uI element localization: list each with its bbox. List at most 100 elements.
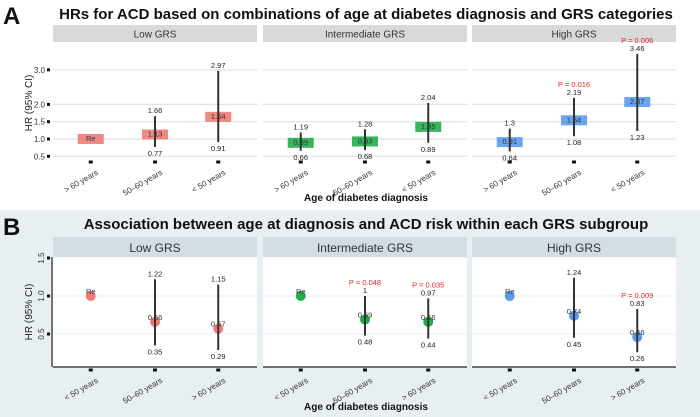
hr-value-label: 1.35 [421, 122, 436, 131]
y-tick-label: 1.0 [37, 290, 46, 302]
hr-value-label: 0.66 [421, 313, 436, 322]
chart-title: HRs for ACD based on combinations of age… [59, 6, 673, 23]
x-tick-mark [298, 160, 303, 164]
hr-value-label: Re [505, 287, 515, 296]
panel-a: A HRs for ACD based on combinations of ag… [3, 3, 676, 204]
x-tick-mark [572, 368, 576, 372]
ci-lower-label: 0.77 [148, 149, 163, 158]
ci-upper-label: 1.15 [211, 275, 226, 284]
facet-strip-label: High GRS [551, 30, 596, 41]
x-axis-label: Age of diabetes diagnosis [304, 402, 428, 413]
x-tick-mark [298, 368, 303, 372]
facet-strip [472, 25, 676, 42]
x-tick-label: < 50 years [609, 168, 646, 195]
ci-upper-label: 2.97 [211, 61, 226, 70]
x-tick-mark [635, 160, 640, 164]
facet-strip-label: Low GRS [129, 241, 180, 255]
y-tick-mark [47, 294, 50, 298]
y-axis-label: HR (95% CI) [24, 75, 35, 132]
hr-value-label: 1.54 [567, 115, 582, 124]
chart-title: Association between age at diagnosis and… [84, 216, 649, 233]
x-tick-mark [363, 368, 367, 372]
facet-strip-label: High GRS [547, 241, 601, 255]
hr-marker [85, 291, 96, 301]
ci-lower-label: 0.45 [567, 340, 582, 349]
ci-lower-label: 1.23 [630, 133, 645, 142]
ci-lower-label: 0.44 [421, 341, 436, 350]
hr-value-label: Re [86, 287, 96, 296]
ci-upper-label: 1.19 [293, 122, 308, 131]
ci-lower-label: 0.89 [421, 145, 436, 154]
facet-strip [263, 237, 467, 257]
ci-upper-label: 1.66 [148, 106, 163, 115]
x-tick-label: 50–60 years [540, 168, 583, 198]
ci-lower-label: 1.08 [567, 138, 582, 147]
y-tick-label: 2.0 [34, 100, 46, 109]
ci-lower-label: 0.26 [630, 354, 645, 363]
p-value-label: P = 0.006 [621, 36, 653, 45]
p-value-label: P = 0.048 [349, 278, 381, 287]
y-tick-mark [47, 154, 50, 158]
hr-value-label: Re [86, 134, 96, 143]
panel-letter: B [3, 214, 20, 241]
ci-upper-label: 1.24 [567, 268, 582, 277]
hr-value-label: 1.64 [211, 112, 226, 121]
x-tick-mark [507, 160, 512, 164]
x-tick-label: < 50 years [190, 168, 227, 195]
ci-upper-label: 2.19 [567, 88, 582, 97]
ci-upper-label: 0.97 [421, 288, 436, 297]
p-value-label: P = 0.035 [412, 280, 444, 289]
ci-lower-label: 0.48 [358, 338, 373, 347]
hr-value-label: Re [296, 287, 306, 296]
ci-lower-label: 0.64 [502, 153, 517, 162]
ci-lower-label: 0.68 [358, 152, 373, 161]
facet-high-grs: High GRS > 60 years 1.3 0.64 0.91 50–60 years… [472, 25, 676, 198]
ci-upper-label: 0.83 [630, 299, 645, 308]
hr-value-label: 0.89 [293, 138, 308, 147]
facet-strip-label: Intermediate GRS [317, 241, 413, 255]
x-tick-mark [88, 160, 93, 164]
y-tick-mark [47, 332, 50, 336]
y-tick-mark [47, 137, 50, 141]
y-axis-label: HR (95% CI) [24, 284, 35, 341]
ci-upper-label: 1.3 [505, 119, 515, 128]
ci-upper-label: 2.04 [421, 93, 436, 102]
ci-lower-label: 0.29 [211, 352, 226, 361]
panel-letter: A [3, 3, 20, 30]
x-tick-label: 50–60 years [121, 168, 164, 198]
ci-lower-label: 0.66 [293, 153, 308, 162]
hr-marker [77, 134, 104, 144]
x-tick-mark [216, 160, 221, 164]
x-tick-label: < 50 years [400, 168, 437, 195]
x-tick-mark [426, 368, 431, 372]
x-tick-mark [426, 160, 431, 164]
x-tick-mark [635, 368, 640, 372]
ci-upper-label: 1.22 [148, 269, 163, 278]
hr-value-label: 0.57 [211, 320, 226, 329]
x-tick-mark [88, 368, 93, 372]
y-tick-label: 1.0 [34, 135, 46, 144]
facet-strip [472, 237, 676, 257]
x-tick-mark [216, 368, 221, 372]
y-tick-label: 3.0 [34, 66, 46, 75]
facet-strip-label: Low GRS [134, 30, 177, 41]
facet-strip-label: Intermediate GRS [325, 30, 405, 41]
ci-upper-label: 1 [363, 286, 367, 295]
y-tick-label: 1.5 [37, 252, 46, 264]
x-tick-mark [507, 368, 512, 372]
facet-intermediate-grs: Intermediate GRS> 60 years1.190.660.8950… [263, 25, 467, 198]
hr-value-label: 2.07 [630, 97, 645, 106]
hr-value-label: 0.91 [502, 137, 517, 146]
x-tick-label: > 60 years [63, 168, 100, 195]
x-tick-mark [153, 160, 157, 164]
hr-marker [504, 291, 515, 301]
hr-value-label: 0.69 [358, 311, 373, 320]
ci-upper-label: 3.46 [630, 44, 645, 53]
x-tick-mark [572, 160, 576, 164]
y-tick-label: 1.5 [34, 118, 46, 127]
hr-value-label: 0.66 [148, 313, 163, 322]
y-tick-mark [47, 102, 50, 106]
y-tick-mark [47, 120, 50, 124]
x-axis-label: Age of diabetes diagnosis [304, 193, 428, 204]
